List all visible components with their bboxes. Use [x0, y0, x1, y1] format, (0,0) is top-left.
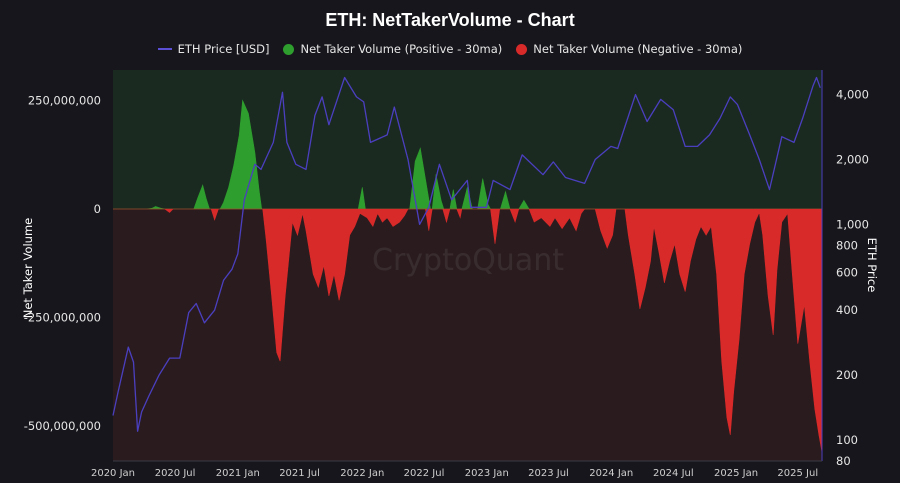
x-tick-label: 2023 Jan [465, 468, 509, 479]
y-right-tick-label: 80 [836, 454, 851, 468]
y-right-tick-label: 4,000 [836, 88, 869, 102]
y-right-tick-label: 600 [836, 265, 858, 279]
price-line-layer [112, 76, 821, 432]
y-right-tick-label: 100 [836, 433, 858, 447]
x-tick-label: 2022 Jul [404, 468, 445, 479]
legend-item-negative[interactable]: Net Taker Volume (Negative - 30ma) [516, 42, 742, 56]
x-tick-label: 2020 Jul [155, 468, 196, 479]
y-right-tick-label: 2,000 [836, 152, 869, 166]
negative-region-background [113, 209, 822, 461]
legend-label-negative: Net Taker Volume (Negative - 30ma) [533, 42, 743, 56]
legend-label-eth-price: ETH Price [USD] [177, 42, 270, 56]
y-axis-left-title: Net Taker Volume [21, 218, 35, 319]
x-tick-label: 2021 Jul [279, 468, 320, 479]
axes: 250,000,000 0 -250,000,000 -500,000,000 100 2… [24, 70, 869, 479]
area-layer [113, 99, 823, 453]
eth-price-line [112, 76, 821, 432]
negative-net-taker-area [113, 208, 823, 453]
x-tick-label: 2025 Jul [777, 468, 818, 479]
x-tick-label: 2024 Jul [653, 468, 694, 479]
x-tick-label: 2024 Jan [589, 468, 633, 479]
legend-label-positive: Net Taker Volume (Positive - 30ma) [300, 42, 503, 56]
legend-dot-swatch [516, 43, 528, 55]
legend-dot-swatch [283, 43, 295, 55]
legend-item-positive[interactable]: Net Taker Volume (Positive - 30ma) [283, 42, 502, 56]
y-right-tick-label: 1,000 [836, 217, 869, 231]
y-right-tick-label: 400 [836, 303, 858, 317]
y-left-tick-label: -250,000,000 [24, 311, 101, 325]
chart-title: ETH: NetTakerVolume - Chart [325, 10, 575, 30]
watermark: CryptoQuant [372, 243, 564, 278]
positive-net-taker-area [113, 99, 822, 210]
x-tick-label: 2025 Jan [714, 468, 758, 479]
y-left-tick-label: -500,000,000 [24, 419, 101, 433]
legend: ETH Price [USD] Net Taker Volume (Positi… [0, 42, 900, 56]
y-right-tick-label: 200 [836, 368, 858, 382]
y-left-tick-label: 0 [94, 202, 101, 216]
y-axis-right-title: ETH Price [865, 238, 879, 293]
x-tick-label: 2021 Jan [216, 468, 260, 479]
y-right-tick-label: 800 [836, 238, 858, 252]
legend-line-swatch [157, 48, 172, 50]
legend-item-eth-price[interactable]: ETH Price [USD] [157, 42, 270, 56]
y-left-tick-label: 250,000,000 [28, 93, 101, 107]
x-tick-label: 2020 Jan [91, 468, 135, 479]
x-tick-label: 2023 Jul [528, 468, 569, 479]
x-tick-label: 2022 Jan [340, 468, 384, 479]
